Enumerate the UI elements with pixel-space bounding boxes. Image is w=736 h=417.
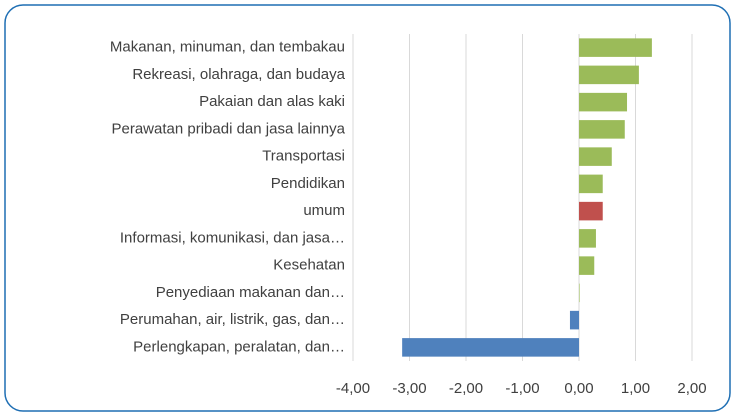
x-tick-label: 2,00 — [677, 380, 706, 397]
bar — [579, 38, 652, 57]
x-tick-label: -1,00 — [505, 380, 539, 397]
y-tick-label: Penyediaan makanan dan… — [156, 284, 345, 301]
bar — [579, 92, 628, 112]
y-tick-label: Makanan, minuman, dan tembakau — [110, 39, 345, 56]
y-tick-label: Kesehatan — [273, 257, 345, 274]
bar — [402, 338, 579, 357]
y-tick-label: Informasi, komunikasi, dan jasa… — [120, 229, 345, 246]
bar — [579, 256, 595, 275]
y-tick-label: umum — [303, 202, 345, 219]
y-tick-label: Perlengkapan, peralatan, dan… — [133, 338, 345, 355]
y-tick-label: Pendidikan — [271, 175, 345, 192]
x-tick-label: -2,00 — [449, 380, 483, 397]
y-tick-label: Perumahan, air, listrik, gas, dan… — [120, 311, 345, 328]
bar — [579, 201, 603, 221]
y-tick-label: Perawatan pribadi dan jasa lainnya — [112, 120, 346, 137]
bar — [579, 147, 612, 166]
bar — [579, 120, 625, 139]
chart-border — [4, 4, 731, 412]
bar — [579, 283, 580, 303]
x-tick-label: -4,00 — [336, 380, 370, 397]
y-tick-label: Rekreasi, olahraga, dan budaya — [132, 66, 345, 83]
bar — [579, 65, 639, 85]
x-tick-label: 1,00 — [621, 380, 650, 397]
y-tick-label: Transportasi — [262, 148, 345, 165]
y-tick-label: Pakaian dan alas kaki — [199, 93, 345, 110]
bar — [569, 310, 579, 330]
x-tick-label: 0,00 — [564, 380, 593, 397]
bar — [579, 229, 596, 248]
bar — [579, 174, 603, 194]
x-tick-label: -3,00 — [392, 380, 426, 397]
